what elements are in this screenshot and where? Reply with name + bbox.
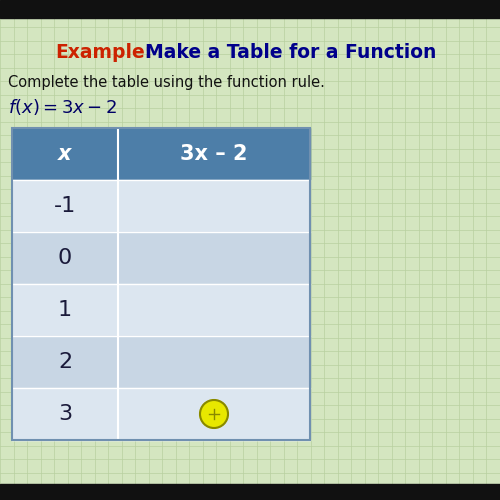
Bar bbox=[12, 336, 310, 388]
Bar bbox=[12, 180, 310, 232]
Text: 3: 3 bbox=[58, 404, 72, 424]
Bar bbox=[12, 388, 310, 440]
Text: Make a Table for a Function: Make a Table for a Function bbox=[145, 42, 436, 62]
Text: 3x – 2: 3x – 2 bbox=[180, 144, 248, 164]
Text: Example:: Example: bbox=[55, 42, 152, 62]
Bar bbox=[12, 232, 310, 284]
Text: 2: 2 bbox=[58, 352, 72, 372]
Text: 1: 1 bbox=[58, 300, 72, 320]
Bar bbox=[0, 0, 500, 18]
Bar bbox=[12, 284, 310, 336]
Text: -1: -1 bbox=[54, 196, 76, 216]
Bar bbox=[12, 128, 310, 180]
Circle shape bbox=[200, 400, 228, 428]
Text: x: x bbox=[58, 144, 72, 164]
Text: 0: 0 bbox=[58, 248, 72, 268]
Text: Complete the table using the function rule.: Complete the table using the function ru… bbox=[8, 74, 325, 90]
Bar bbox=[12, 128, 310, 440]
Text: $f(x) = 3x - 2$: $f(x) = 3x - 2$ bbox=[8, 97, 117, 117]
Bar bbox=[0, 484, 500, 500]
